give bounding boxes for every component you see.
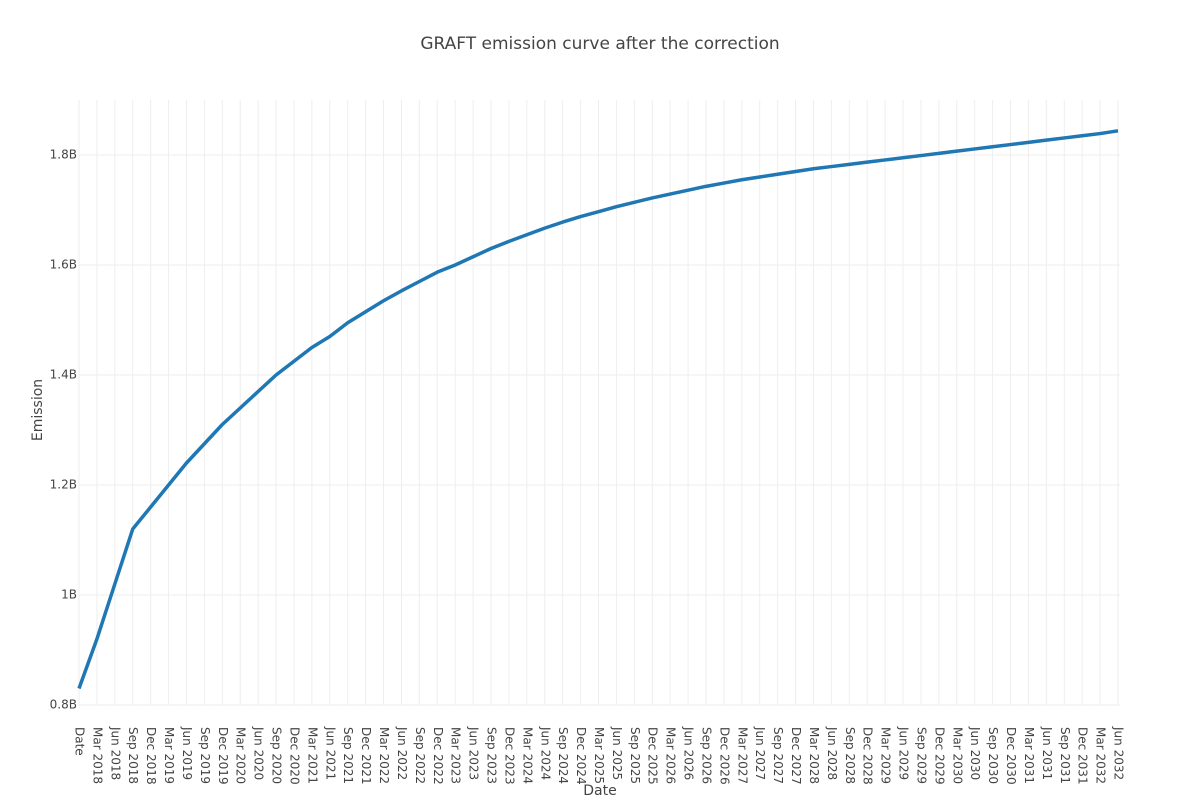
x-tick-label: Sep 2022 — [413, 727, 427, 784]
x-tick-label: Sep 2027 — [771, 727, 785, 784]
x-tick-label: Jun 2031 — [1040, 726, 1054, 780]
x-tick-label: Mar 2021 — [305, 727, 319, 784]
x-tick-label: Jun 2022 — [395, 726, 409, 780]
x-tick-label: Dec 2018 — [144, 727, 158, 785]
x-tick-label: Jun 2032 — [1112, 726, 1126, 780]
x-tick-label: Dec 2023 — [502, 727, 516, 785]
x-tick-label: Dec 2026 — [717, 727, 731, 785]
x-tick-label: Mar 2022 — [377, 727, 391, 784]
x-tick-label: Mar 2028 — [807, 727, 821, 784]
y-tick-label: 0.8B — [50, 698, 77, 712]
x-tick-label: Jun 2021 — [323, 726, 337, 780]
x-tick-label: Dec 2019 — [216, 727, 230, 785]
x-tick-label: Dec 2024 — [574, 727, 588, 785]
y-tick-label: 1B — [61, 588, 77, 602]
x-tick-label: Jun 2020 — [252, 726, 266, 780]
x-tick-label: Dec 2027 — [789, 727, 803, 785]
x-tick-label: Sep 2021 — [341, 727, 355, 784]
x-tick-label: Date — [73, 727, 87, 756]
x-tick-label: Jun 2027 — [753, 726, 767, 780]
x-tick-label: Mar 2026 — [664, 727, 678, 784]
x-tick-label: Jun 2030 — [968, 726, 982, 780]
y-axis-title: Emission — [30, 379, 46, 441]
x-tick-label: Sep 2019 — [198, 727, 212, 784]
x-tick-label: Mar 2030 — [950, 727, 964, 784]
x-tick-label: Mar 2023 — [449, 727, 463, 784]
x-tick-label: Mar 2032 — [1094, 727, 1108, 784]
y-tick-label: 1.4B — [50, 368, 77, 382]
x-tick-label: Jun 2028 — [825, 726, 839, 780]
x-tick-label: Sep 2020 — [270, 727, 284, 784]
x-axis-title: Date — [583, 783, 616, 799]
x-tick-label: Jun 2025 — [610, 726, 624, 780]
x-tick-label: Dec 2029 — [932, 727, 946, 785]
x-tick-label: Mar 2024 — [520, 727, 534, 784]
y-tick-label: 1.2B — [50, 478, 77, 492]
x-tick-label: Sep 2031 — [1058, 727, 1072, 784]
x-tick-label: Sep 2030 — [986, 727, 1000, 784]
x-tick-label: Jun 2029 — [897, 726, 911, 780]
x-tick-label: Dec 2021 — [359, 727, 373, 785]
x-tick-label: Mar 2019 — [162, 727, 176, 784]
x-tick-label: Jun 2018 — [108, 726, 122, 780]
x-tick-label: Sep 2025 — [628, 727, 642, 784]
x-tick-label: Sep 2026 — [699, 727, 713, 784]
y-tick-label: 1.8B — [50, 148, 77, 162]
x-tick-label: Dec 2022 — [431, 727, 445, 785]
x-tick-label: Dec 2030 — [1004, 727, 1018, 785]
x-tick-label: Dec 2028 — [861, 727, 875, 785]
x-tick-label: Mar 2029 — [879, 727, 893, 784]
x-tick-label: Sep 2028 — [843, 727, 857, 784]
x-tick-label: Mar 2031 — [1022, 727, 1036, 784]
x-tick-label: Mar 2025 — [592, 727, 606, 784]
x-tick-label: Jun 2019 — [180, 726, 194, 780]
emission-line — [77, 129, 1119, 690]
x-tick-label: Jun 2024 — [538, 726, 552, 780]
x-tick-label: Sep 2018 — [126, 727, 140, 784]
x-tick-label: Jun 2026 — [682, 726, 696, 780]
x-tick-label: Jun 2023 — [467, 726, 481, 780]
x-tick-label: Mar 2020 — [234, 727, 248, 784]
y-tick-label: 1.6B — [50, 258, 77, 272]
x-tick-label: Sep 2029 — [914, 727, 928, 784]
x-tick-label: Sep 2023 — [485, 727, 499, 784]
x-tick-label: Sep 2024 — [556, 727, 570, 784]
x-tick-label: Mar 2018 — [90, 727, 104, 784]
x-tick-label: Dec 2031 — [1076, 727, 1090, 785]
x-tick-label: Dec 2025 — [646, 727, 660, 785]
chart-title: GRAFT emission curve after the correctio… — [420, 34, 779, 54]
x-tick-label: Dec 2020 — [287, 727, 301, 785]
x-tick-label: Mar 2027 — [735, 727, 749, 784]
